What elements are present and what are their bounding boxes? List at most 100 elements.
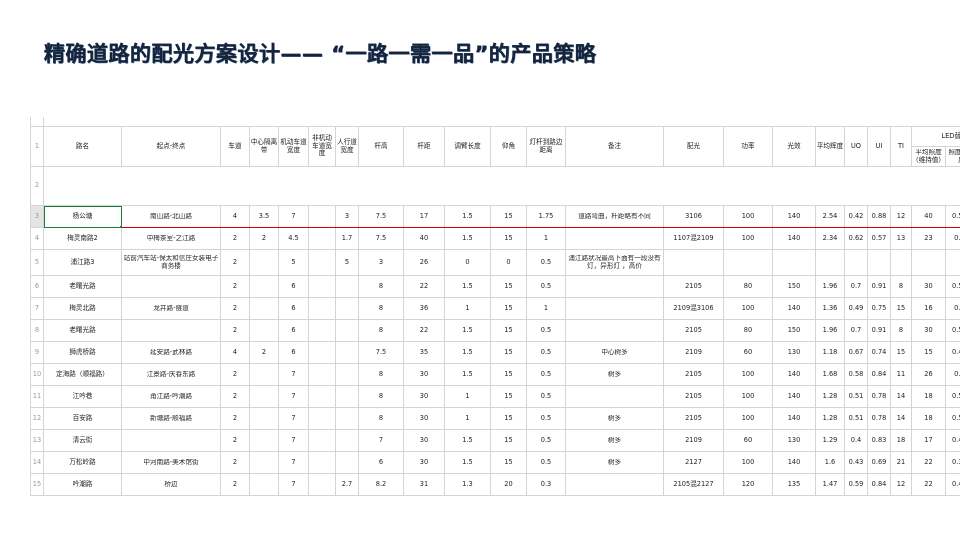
cell-pole-to-curb[interactable]: 0.5: [526, 275, 566, 298]
cell-avg-luminance[interactable]: 1.47: [815, 473, 845, 496]
cell-pole-to-curb[interactable]: 0.5: [526, 319, 566, 342]
cell-arm-length[interactable]: 1.5: [444, 319, 491, 342]
table-row[interactable]: 12 百安路 新塘路-顺福路 2 7 8 30 1 15 0.5 树多 2105 100 140 1.28 0…: [30, 407, 960, 430]
cell-nonmotor-lane-width[interactable]: [308, 385, 336, 408]
cell-arm-length[interactable]: 1: [444, 297, 491, 320]
cell-road-name[interactable]: 江吟巷: [43, 385, 122, 408]
col-header-pole-height[interactable]: 杆高: [358, 126, 404, 167]
cell-uo[interactable]: 0.7: [844, 275, 868, 298]
cell-distribution[interactable]: 3106: [663, 205, 724, 228]
cell-distribution[interactable]: 2105: [663, 407, 724, 430]
cell-distribution[interactable]: 2109: [663, 341, 724, 364]
cell-distribution[interactable]: 2105混2127: [663, 473, 724, 496]
cell-power[interactable]: [723, 249, 773, 276]
table-row[interactable]: 11 江吟巷 甬江路-吟潮路 2 7 8 30 1 15 0.5 2105 100 140 1.28 0.5…: [30, 385, 960, 408]
cell-uo[interactable]: 0.7: [844, 319, 868, 342]
cell-road-name[interactable]: 老曙光路: [43, 319, 122, 342]
cell-remark[interactable]: [565, 385, 664, 408]
cell-lanes[interactable]: 2: [220, 385, 250, 408]
cell-efficacy[interactable]: 140: [772, 205, 816, 228]
cell-efficacy[interactable]: 130: [772, 341, 816, 364]
cell-led-uniformity[interactable]: 0.557: [945, 385, 960, 408]
cell-sidewalk-width[interactable]: [335, 429, 359, 452]
cell-lanes[interactable]: 2: [220, 319, 250, 342]
cell-pole-to-curb[interactable]: 0.3: [526, 473, 566, 496]
col-header-tilt-angle[interactable]: 仰角: [490, 126, 527, 167]
cell-lanes[interactable]: 2: [220, 297, 250, 320]
cell-uo[interactable]: 0.67: [844, 341, 868, 364]
cell-pole-spacing[interactable]: 22: [403, 275, 445, 298]
cell-power[interactable]: 100: [723, 385, 773, 408]
cell-ti[interactable]: 14: [890, 385, 912, 408]
cell-sidewalk-width[interactable]: [335, 275, 359, 298]
cell-pole-height[interactable]: 8: [358, 297, 404, 320]
cell-efficacy[interactable]: 140: [772, 297, 816, 320]
cell-pole-to-curb[interactable]: 1: [526, 227, 566, 250]
row-number-7[interactable]: 7: [30, 297, 44, 320]
spreadsheet-table[interactable]: 1 路名 起点-终点 车道 中心隔离带 机动车道宽度 非机动车道宽度 人行道宽度…: [30, 117, 960, 496]
cell-remark[interactable]: [565, 297, 664, 320]
cell-median[interactable]: [249, 275, 279, 298]
cell-uo[interactable]: 0.51: [844, 407, 868, 430]
cell-arm-length[interactable]: 1.5: [444, 451, 491, 474]
cell-pole-spacing[interactable]: 40: [403, 227, 445, 250]
row-number-4[interactable]: 4: [30, 227, 44, 250]
cell-nonmotor-lane-width[interactable]: [308, 473, 336, 496]
cell-led-avg-maintained[interactable]: 30: [911, 319, 946, 342]
cell-arm-length[interactable]: 1.5: [444, 429, 491, 452]
cell-ti[interactable]: 8: [890, 275, 912, 298]
table-row[interactable]: 10 定海路（顺福路） 江景路-庆春东路 2 7 8 30 1.5 15 0.5 树多 2105 100…: [30, 363, 960, 386]
cell-pole-height[interactable]: 8: [358, 363, 404, 386]
cell-motor-lane-width[interactable]: 7: [278, 473, 309, 496]
cell-avg-luminance[interactable]: 2.54: [815, 205, 845, 228]
cell-pole-spacing[interactable]: 31: [403, 473, 445, 496]
cell-ul[interactable]: 0.75: [867, 297, 891, 320]
cell-sidewalk-width[interactable]: [335, 451, 359, 474]
cell-pole-height[interactable]: 7.5: [358, 227, 404, 250]
cell-nonmotor-lane-width[interactable]: [308, 297, 336, 320]
cell-sidewalk-width[interactable]: [335, 407, 359, 430]
cell-efficacy[interactable]: 135: [772, 473, 816, 496]
cell-lanes[interactable]: 2: [220, 227, 250, 250]
cell-remark[interactable]: [565, 473, 664, 496]
row-number-5[interactable]: 5: [30, 249, 44, 276]
cell-pole-to-curb[interactable]: 0.5: [526, 249, 566, 276]
cell-road-name[interactable]: 老曙光路: [43, 275, 122, 298]
cell-avg-luminance[interactable]: 1.68: [815, 363, 845, 386]
cell-efficacy[interactable]: 140: [772, 363, 816, 386]
cell-ti[interactable]: 12: [890, 473, 912, 496]
cell-avg-luminance[interactable]: 1.28: [815, 385, 845, 408]
cell-road-name[interactable]: 浦江路3: [43, 249, 122, 276]
cell-power[interactable]: 100: [723, 363, 773, 386]
cell-start-end[interactable]: [121, 319, 221, 342]
cell-efficacy[interactable]: 150: [772, 319, 816, 342]
cell-led-avg-maintained[interactable]: 16: [911, 297, 946, 320]
cell-avg-luminance[interactable]: [815, 249, 845, 276]
cell-led-avg-maintained[interactable]: 26: [911, 363, 946, 386]
col-header-motor-lane-width[interactable]: 机动车道宽度: [278, 126, 309, 167]
cell-arm-length[interactable]: 1.5: [444, 227, 491, 250]
cell-avg-luminance[interactable]: 1.36: [815, 297, 845, 320]
table-row[interactable]: 13 清云街 2 7 7 30 1.5 15 0.5 树多 2109 60 130 1.29 0.4 0.83…: [30, 429, 960, 452]
cell-pole-spacing[interactable]: 30: [403, 429, 445, 452]
cell-pole-height[interactable]: 3: [358, 249, 404, 276]
cell-ul[interactable]: 0.88: [867, 205, 891, 228]
cell-nonmotor-lane-width[interactable]: [308, 429, 336, 452]
cell-sidewalk-width[interactable]: [335, 363, 359, 386]
col-header-efficacy[interactable]: 光效: [772, 126, 816, 167]
cell-remark[interactable]: 树多: [565, 429, 664, 452]
cell-start-end[interactable]: 江景路-庆春东路: [121, 363, 221, 386]
cell-led-avg-maintained[interactable]: 22: [911, 473, 946, 496]
cell-ul[interactable]: 0.74: [867, 341, 891, 364]
cell-road-name[interactable]: 杨公塘: [43, 205, 122, 228]
cell-pole-spacing[interactable]: 30: [403, 407, 445, 430]
cell-pole-height[interactable]: 7: [358, 429, 404, 452]
cell-nonmotor-lane-width[interactable]: [308, 319, 336, 342]
cell-road-name[interactable]: 万松岭路: [43, 451, 122, 474]
cell-ul[interactable]: 0.78: [867, 407, 891, 430]
cell-tilt-angle[interactable]: 15: [490, 429, 527, 452]
cell-pole-height[interactable]: 7.5: [358, 341, 404, 364]
row-number-9[interactable]: 9: [30, 341, 44, 364]
cell-ul[interactable]: 0.69: [867, 451, 891, 474]
cell-pole-spacing[interactable]: 22: [403, 319, 445, 342]
